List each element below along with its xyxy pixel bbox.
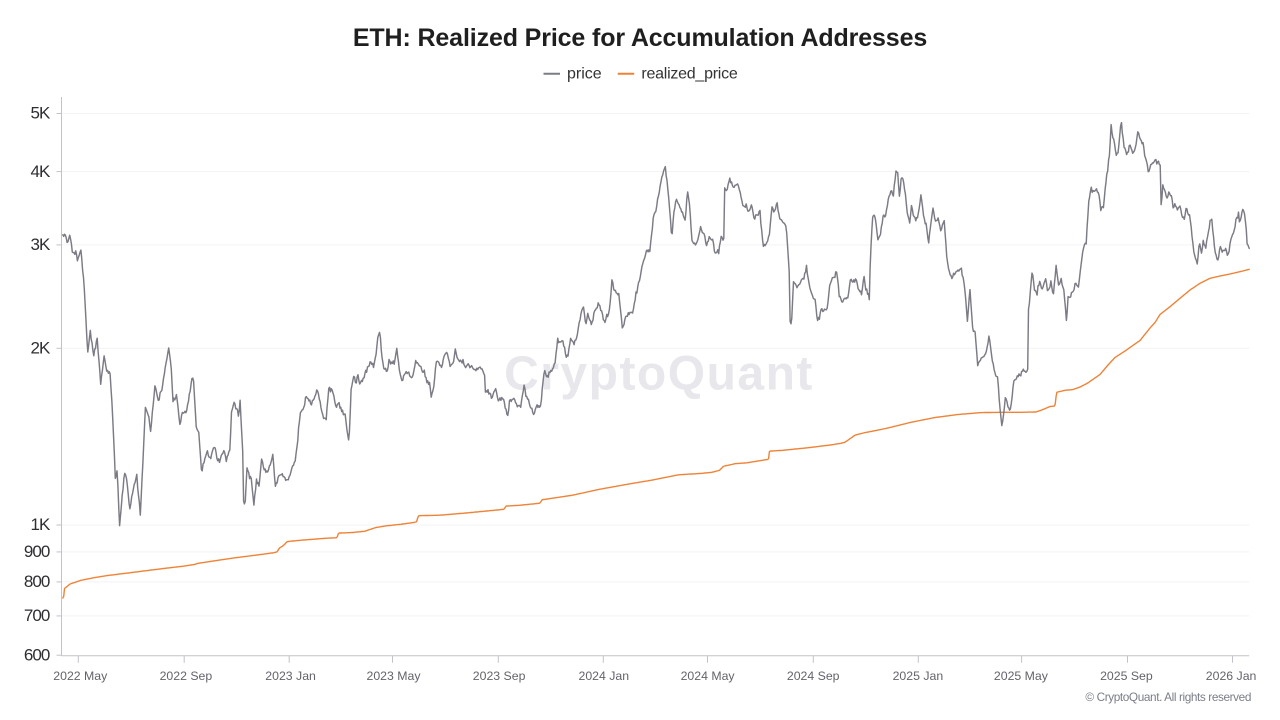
svg-text:2023 Jan: 2023 Jan bbox=[265, 669, 316, 683]
svg-text:2024 Jan: 2024 Jan bbox=[578, 669, 629, 683]
svg-text:4K: 4K bbox=[31, 162, 52, 181]
svg-text:600: 600 bbox=[24, 645, 50, 664]
svg-text:2025 Sep: 2025 Sep bbox=[1100, 669, 1153, 683]
svg-text:2K: 2K bbox=[31, 339, 52, 358]
svg-text:© CryptoQuant. All rights rese: © CryptoQuant. All rights reserved bbox=[1085, 690, 1251, 704]
svg-text:2026 Jan: 2026 Jan bbox=[1206, 669, 1257, 683]
svg-text:price: price bbox=[567, 65, 602, 82]
svg-text:2022 May: 2022 May bbox=[53, 669, 108, 683]
svg-text:ETH: Realized Price for Accumu: ETH: Realized Price for Accumulation Add… bbox=[353, 24, 927, 52]
svg-text:2022 Sep: 2022 Sep bbox=[160, 669, 213, 683]
svg-text:3K: 3K bbox=[31, 235, 52, 254]
svg-text:900: 900 bbox=[24, 542, 50, 561]
svg-text:2024 May: 2024 May bbox=[681, 669, 736, 683]
svg-text:2025 May: 2025 May bbox=[994, 669, 1049, 683]
svg-text:5K: 5K bbox=[31, 104, 52, 123]
svg-text:2023 Sep: 2023 Sep bbox=[473, 669, 526, 683]
svg-text:700: 700 bbox=[24, 606, 50, 625]
svg-text:2023 May: 2023 May bbox=[366, 669, 421, 683]
svg-text:800: 800 bbox=[24, 572, 50, 591]
svg-text:realized_price: realized_price bbox=[641, 65, 737, 82]
svg-text:2025 Jan: 2025 Jan bbox=[893, 669, 944, 683]
svg-text:1K: 1K bbox=[31, 515, 52, 534]
svg-text:CryptoQuant: CryptoQuant bbox=[504, 348, 814, 401]
svg-text:2024 Sep: 2024 Sep bbox=[787, 669, 840, 683]
